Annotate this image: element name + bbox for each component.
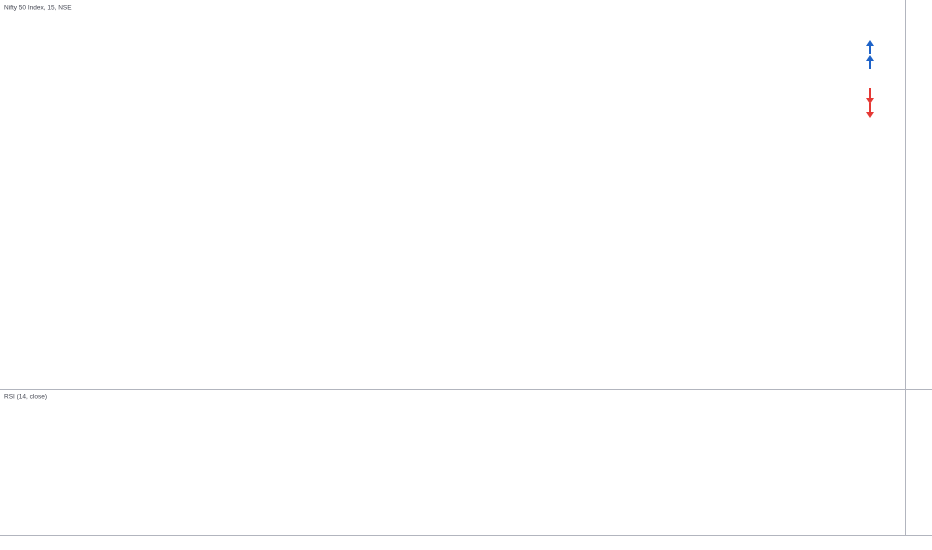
down-arrow <box>866 103 874 118</box>
up-arrow <box>866 40 874 54</box>
chart-title: Nifty 50 Index, 15, NSE <box>4 5 72 12</box>
down-arrow <box>866 88 874 104</box>
indicator-title: RSI (14, close) <box>4 394 47 401</box>
up-arrow <box>866 55 874 69</box>
arrows <box>866 40 874 118</box>
